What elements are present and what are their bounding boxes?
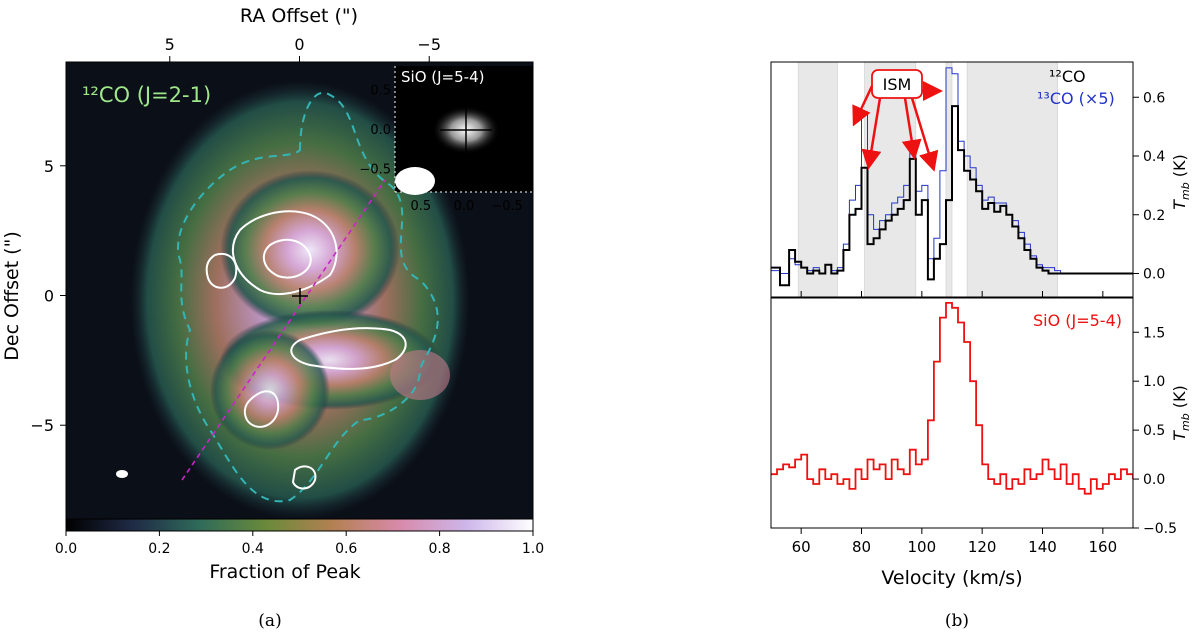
series-sio-line: [771, 302, 1133, 495]
map-x-ticks: 5 0 −5: [165, 35, 441, 62]
colorbar-tick-label: 1.0: [522, 541, 544, 557]
inset-label: SiO (J=5-4): [401, 68, 484, 86]
spectrum-bottom-frame: [770, 297, 1134, 529]
velocity-x-tick-label: 120: [968, 538, 997, 556]
velocity-x-tick-label: 160: [1089, 538, 1118, 556]
inset-x-tick-label: −0.5: [491, 199, 523, 214]
bottom-y-axis-label: Tmb (K): [1170, 385, 1192, 441]
map-x-tick-label: 0: [294, 35, 304, 54]
panel-a: 5 0 −5 5 0 −5 RA Offset (") Dec Offset (") ¹…: [1, 5, 544, 631]
colorbar-ticks: 0.0 0.2 0.4 0.6 0.8 1.0: [55, 531, 544, 557]
inset-y-tick-label: −0.5: [359, 162, 391, 177]
inset-x-ticks: 0.5 0.0 −0.5: [411, 199, 523, 214]
velocity-x-tick-label: 80: [852, 538, 871, 556]
colorbar-tick-label: 0.0: [55, 541, 77, 557]
cut-line: [181, 179, 386, 481]
top-y-tick-label: 0.2: [1143, 208, 1165, 224]
ism-label: ISM: [883, 75, 912, 94]
dashed-contour: [177, 92, 439, 503]
velocity-x-tick-label: 140: [1028, 538, 1057, 556]
legend-12co: ¹²CO: [1049, 67, 1086, 86]
velocity-axis-label: Velocity (km/s): [881, 567, 1022, 589]
shaded-velocity-range: [864, 62, 917, 297]
velocity-x-tick-label: 60: [792, 538, 811, 556]
shaded-velocity-range: [966, 62, 1058, 297]
panel-b: 0.00.20.40.6 ISM ¹²CO ¹³CO (×5) −0.50.00…: [770, 61, 1192, 631]
map-y-tick-label: 5: [44, 157, 54, 176]
bottom-y-tick-label: −0.5: [1143, 521, 1177, 537]
inset-x-tick-label: 0.5: [411, 199, 432, 214]
bottom-y-ticks: −0.5 0.0 0.5 1.0 1.5: [1133, 325, 1177, 537]
shaded-velocity-range: [797, 62, 838, 297]
map-x-tick-label: 5: [165, 35, 175, 54]
colorbar-label: Fraction of Peak: [209, 561, 360, 583]
top-y-tick-label: 0.4: [1143, 149, 1165, 165]
sio-inset: SiO (J=5-4) 0.5 0.0 −0.5 0.5 0.0 −0.5: [359, 66, 533, 214]
bottom-y-tick-label: 0.5: [1143, 423, 1165, 439]
colorbar-tick-label: 0.4: [242, 541, 264, 557]
legend-13co: ¹³CO (×5): [1037, 89, 1115, 108]
top-y-ticks: 0.0 0.2 0.4 0.6: [1133, 90, 1165, 283]
inset-y-tick-label: 0.5: [370, 84, 391, 99]
map-y-tick-label: 0: [44, 287, 54, 306]
beam-marker: [116, 470, 128, 478]
velocity-x-tick-label: 100: [908, 538, 937, 556]
series-12co-line: [771, 105, 1133, 287]
bottom-y-tick-label: 0.0: [1143, 472, 1165, 488]
sio-label: SiO (J=5-4): [1033, 311, 1122, 330]
bottom-y-tick-label: 1.0: [1143, 374, 1165, 390]
center-marker: [292, 288, 308, 304]
spectrum-bottom-background: [771, 298, 1133, 528]
colorbar-tick-label: 0.2: [148, 541, 170, 557]
map-y-ticks: 5 0 −5: [30, 157, 66, 435]
top-y-axis-label: Tmb (K): [1170, 154, 1192, 210]
velocity-shaded-ranges: [797, 62, 1058, 297]
colorbar: [65, 518, 534, 532]
emission-map: [116, 80, 470, 520]
map-y-axis-label: Dec Offset ("): [1, 231, 23, 361]
inset-y-tick-label: 0.0: [370, 123, 391, 138]
inset-beam: [395, 167, 435, 195]
velocity-x-ticks: 60 80 100 120 140 160: [792, 291, 1118, 556]
top-y-tick-label: 0.0: [1143, 267, 1165, 283]
colorbar-tick-label: 0.6: [335, 541, 357, 557]
inset-y-ticks: 0.5 0.0 −0.5: [359, 84, 391, 178]
map-x-tick-label: −5: [417, 35, 441, 54]
map-label: ¹²CO (J=2-1): [82, 83, 211, 107]
map-x-axis-label: RA Offset ("): [240, 5, 358, 27]
spectrum-top-frame: [770, 61, 1134, 298]
inset-x-tick-label: 0.0: [454, 199, 475, 214]
sio-contours: [205, 210, 407, 490]
caption-b: (b): [945, 611, 969, 631]
map-y-tick-label: −5: [30, 416, 54, 435]
top-y-tick-label: 0.6: [1143, 90, 1165, 106]
bottom-y-tick-label: 1.5: [1143, 325, 1165, 341]
colorbar-tick-label: 0.8: [428, 541, 450, 557]
caption-a: (a): [258, 611, 281, 631]
ism-annotation: ISM: [852, 69, 943, 172]
